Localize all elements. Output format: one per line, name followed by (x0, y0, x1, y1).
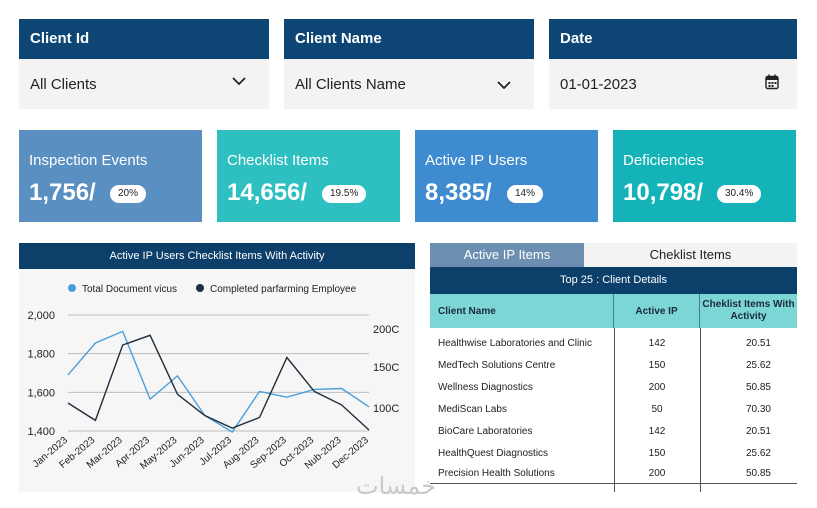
cell-active-ip: 200 (648, 467, 666, 479)
cell-checklist: 50.85 (745, 467, 771, 479)
calendar-icon[interactable] (765, 74, 779, 90)
kpi-value: 10,798/ (623, 179, 704, 206)
cell-active-ip: 150 (648, 359, 666, 371)
cell-client-name: HealthQuest Diagnostics (438, 447, 549, 459)
series-line (67, 330, 370, 433)
cell-active-ip: 150 (648, 447, 666, 459)
table-body: Healthwise Laboratories and Clinic 142 20.… (430, 328, 797, 492)
cell-client-name: Healthwise Laboratories and Clinic (438, 337, 592, 349)
kpi-label: Inspection Events (29, 152, 148, 169)
cell-client-name: Precision Health Solutions (438, 467, 555, 479)
legend-marker (68, 284, 76, 292)
kpi-checklist-items: Checklist Items 14,656/ 19.5% (217, 130, 400, 222)
tab-cheklist-items[interactable]: Cheklist Items (584, 243, 797, 267)
cell-client-name: MediScan Labs (438, 403, 507, 415)
y-tick-label: 2,000 (27, 310, 55, 322)
table-row[interactable]: Healthwise Laboratories and Clinic 142 20.… (430, 332, 797, 354)
watermark-text: خمسات (356, 472, 437, 500)
client-id-dropdown[interactable]: All Clients (19, 59, 269, 109)
legend-label: Completed parfarming Employee (210, 284, 357, 295)
client-id-label: Client Id (19, 19, 269, 59)
column-header-active-ip[interactable]: Active IP (614, 294, 700, 328)
date-label: Date (549, 19, 797, 59)
activity-chart-panel: Active IP Users Checklist Items With Act… (19, 243, 415, 492)
cell-checklist: 20.51 (745, 425, 771, 437)
date-input[interactable]: 01-01-2023 (549, 59, 797, 109)
column-header-cheklist-items[interactable]: Cheklist Items With Activity (702, 299, 795, 322)
cell-checklist: 50.85 (745, 381, 771, 393)
kpi-label: Deficiencies (623, 152, 704, 169)
right-axis-tick-label: 100C (373, 403, 399, 415)
kpi-label: Active IP Users (425, 152, 528, 169)
chart-title: Active IP Users Checklist Items With Act… (19, 243, 415, 269)
table-header: Client Name Active IP Cheklist Items Wit… (430, 294, 797, 328)
client-details-panel: Active IP Items Cheklist Items Top 25 : … (430, 243, 797, 492)
kpi-badge: 20% (110, 185, 147, 203)
table-row[interactable]: MediScan Labs 50 70.30 (430, 398, 797, 420)
client-name-value: All Clients Name (295, 75, 406, 93)
kpi-value: 1,756/ (29, 179, 96, 206)
client-name-filter[interactable]: Client Name All Clients Name (284, 19, 534, 109)
legend-marker (196, 284, 204, 292)
table-row[interactable]: HealthQuest Diagnostics 150 25.62 (430, 442, 797, 464)
kpi-label: Checklist Items (227, 152, 329, 169)
cell-checklist: 25.62 (745, 447, 771, 459)
kpi-badge: 19.5% (322, 185, 367, 203)
kpi-badge: 14% (507, 185, 544, 203)
cell-active-ip: 142 (648, 337, 666, 349)
column-header-client-name[interactable]: Client Name (430, 294, 614, 328)
right-axis-tick-label: 150C (373, 362, 399, 374)
table-bottom-border (430, 483, 797, 484)
kpi-inspection-events: Inspection Events 1,756/ 20% (19, 130, 202, 222)
y-tick-label: 1,400 (27, 426, 55, 438)
legend-label: Total Document vicus (82, 284, 177, 295)
kpi-value: 8,385/ (425, 179, 492, 206)
date-value: 01-01-2023 (560, 75, 637, 93)
chevron-down-icon[interactable] (496, 77, 512, 93)
chevron-down-icon[interactable] (231, 73, 247, 89)
kpi-deficiencies: Deficiencies 10,798/ 30.4% (613, 130, 796, 222)
cell-client-name: BioCare Laboratories (438, 425, 533, 437)
date-filter[interactable]: Date 01-01-2023 (549, 19, 797, 109)
cell-active-ip: 142 (648, 425, 666, 437)
cell-checklist: 25.62 (745, 359, 771, 371)
cell-client-name: MedTech Solutions Centre (438, 359, 556, 371)
client-id-value: All Clients (30, 75, 97, 93)
table-row[interactable]: Wellness Diagnostics 200 50.85 (430, 376, 797, 398)
tab-bar: Active IP Items Cheklist Items (430, 243, 797, 267)
series-line (67, 334, 370, 431)
right-axis-tick-label: 200C (373, 324, 399, 336)
y-tick-label: 1,800 (27, 349, 55, 361)
kpi-badge: 30.4% (717, 185, 762, 203)
cell-checklist: 70.30 (745, 403, 771, 415)
kpi-active-ip-users: Active IP Users 8,385/ 14% (415, 130, 598, 222)
client-name-label: Client Name (284, 19, 534, 59)
cell-active-ip: 200 (648, 381, 666, 393)
table-row[interactable]: BioCare Laboratories 142 20.51 (430, 420, 797, 442)
cell-checklist: 20.51 (745, 337, 771, 349)
client-id-filter[interactable]: Client Id All Clients (19, 19, 269, 109)
activity-line-chart: Total Document vicus Completed parfarming… (27, 284, 399, 472)
table-title: Top 25 : Client Details (430, 267, 797, 294)
table-row[interactable]: MedTech Solutions Centre 150 25.62 (430, 354, 797, 376)
client-name-dropdown[interactable]: All Clients Name (284, 59, 534, 109)
tab-active-ip-items[interactable]: Active IP Items (430, 243, 584, 267)
cell-client-name: Wellness Diagnostics (438, 381, 533, 393)
table-row[interactable]: Precision Health Solutions 200 50.85 (430, 464, 797, 482)
cell-active-ip: 50 (651, 403, 663, 415)
kpi-value: 14,656/ (227, 179, 308, 206)
y-tick-label: 1,600 (27, 387, 55, 399)
